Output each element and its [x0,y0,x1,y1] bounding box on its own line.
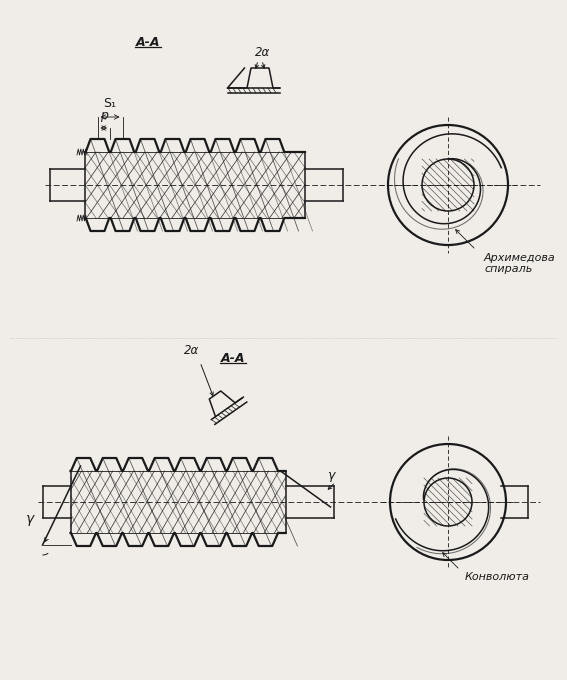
Text: γ: γ [328,469,335,482]
Text: 2α: 2α [255,46,270,59]
Text: p: p [100,109,108,122]
Text: Конволюта: Конволюта [465,572,530,582]
Text: 2α: 2α [184,344,200,357]
Text: спираль: спираль [484,264,532,274]
Text: A-A: A-A [136,35,160,48]
Text: Архимедова: Архимедова [484,253,556,263]
Text: S₁: S₁ [104,97,116,110]
Text: A-A: A-A [221,352,246,364]
Text: γ: γ [27,512,35,526]
